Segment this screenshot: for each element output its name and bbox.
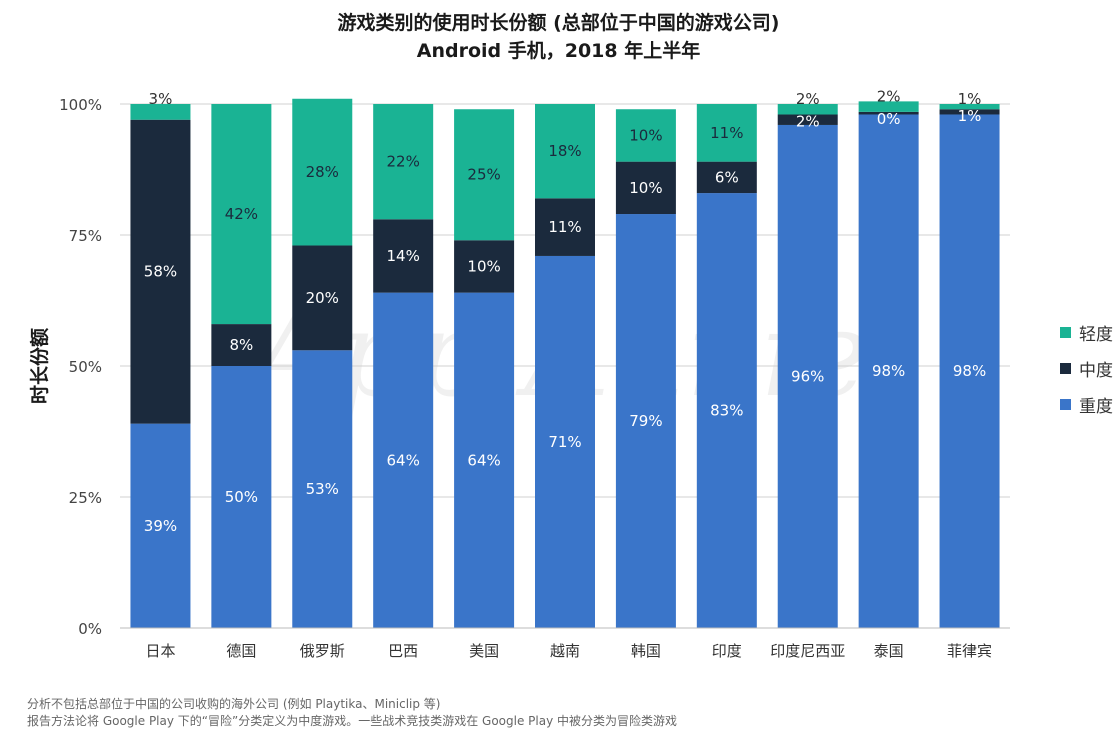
legend-swatch — [1060, 398, 1071, 410]
y-tick-label: 75% — [69, 227, 102, 245]
bar-segment — [373, 219, 434, 293]
bar-segment — [858, 114, 919, 629]
x-tick-label: 印度 — [712, 642, 742, 660]
data-label: 2% — [796, 112, 820, 130]
y-tick-label: 25% — [69, 489, 102, 507]
bar-segment — [939, 104, 1000, 110]
data-label: 50% — [225, 488, 258, 506]
bar-segment — [615, 109, 676, 162]
bar-segment — [777, 114, 838, 125]
chart-subtitle: Android 手机，2018 年上半年 — [416, 40, 701, 62]
data-label: 96% — [791, 367, 824, 385]
x-tick-label: 日本 — [145, 642, 175, 660]
y-axis-title: 时长份额 — [28, 328, 51, 404]
bar-segment — [615, 214, 676, 629]
x-tick-label: 印度尼西亚 — [770, 642, 845, 660]
data-label: 25% — [467, 166, 500, 184]
data-label: 28% — [306, 163, 339, 181]
data-label: 83% — [710, 402, 743, 420]
bar-segment — [696, 161, 757, 194]
data-label: 11% — [548, 218, 581, 236]
footnote-2: 报告方法论将 Google Play 下的“冒险”分类定义为中度游戏。一些战术竞… — [27, 714, 678, 728]
x-tick-label: 泰国 — [874, 642, 904, 660]
y-tick-label: 100% — [59, 96, 102, 114]
x-tick-label: 俄罗斯 — [300, 642, 345, 660]
bar-segment — [615, 161, 676, 215]
bar-segment — [777, 124, 838, 629]
y-tick-label: 50% — [69, 358, 102, 376]
bar-segment — [454, 109, 515, 241]
bar-segment — [292, 245, 353, 351]
data-label: 71% — [548, 433, 581, 451]
bar-segment — [211, 104, 272, 325]
legend-item: 中度 — [1060, 350, 1113, 386]
bar-segment — [373, 292, 434, 628]
bar-segment — [939, 114, 1000, 629]
legend-label: 中度 — [1079, 360, 1113, 381]
bar-segment — [939, 109, 1000, 115]
data-label: 2% — [796, 90, 820, 108]
legend-item: 重度 — [1060, 386, 1113, 422]
bar-segment — [130, 104, 191, 120]
x-tick-label: 韩国 — [631, 642, 661, 660]
x-tick-label: 巴西 — [388, 642, 418, 660]
data-label: 58% — [144, 263, 177, 281]
bar-segment — [777, 104, 838, 115]
data-label: 22% — [387, 153, 420, 171]
bar-segment — [211, 324, 272, 366]
legend-swatch — [1060, 362, 1071, 374]
legend-label: 轻度 — [1079, 324, 1113, 345]
bar-segment — [292, 350, 353, 628]
bar-segment — [454, 292, 515, 628]
data-label: 39% — [144, 517, 177, 535]
data-label: 1% — [958, 107, 982, 125]
bar-segment — [130, 423, 191, 628]
x-tick-label: 越南 — [550, 642, 580, 660]
bar-segment — [535, 198, 595, 256]
bar-segment — [858, 101, 919, 112]
data-label: 64% — [467, 451, 500, 469]
chart-title: 游戏类别的使用时长份额 (总部位于中国的游戏公司) — [337, 12, 780, 34]
data-label: 6% — [715, 168, 739, 186]
bar-segment — [696, 193, 757, 628]
data-label: 42% — [225, 205, 258, 223]
bar-segment — [535, 104, 595, 199]
x-tick-label: 菲律宾 — [947, 642, 992, 660]
data-label: 64% — [387, 451, 420, 469]
data-label: 53% — [306, 480, 339, 498]
data-label: 20% — [306, 289, 339, 307]
bar-segment — [130, 119, 191, 424]
data-label: 98% — [872, 362, 905, 380]
footnote-1: 分析不包括总部位于中国的公司收购的海外公司 (例如 Playtika、Minic… — [27, 697, 441, 711]
bar-segment — [858, 111, 919, 115]
data-label: 11% — [710, 124, 743, 142]
bar-segment — [292, 98, 353, 246]
chart-legend: 轻度 中度 重度 — [1060, 314, 1113, 422]
data-label: 98% — [953, 362, 986, 380]
data-label: 10% — [629, 179, 662, 197]
data-label: 79% — [629, 412, 662, 430]
data-label: 8% — [229, 336, 253, 354]
x-tick-label: 美国 — [469, 642, 499, 660]
data-label: 3% — [149, 90, 173, 108]
legend-item: 轻度 — [1060, 314, 1113, 350]
bar-segment — [696, 104, 757, 162]
legend-label: 重度 — [1079, 396, 1113, 417]
bar-segment — [535, 255, 595, 628]
bar-segment — [454, 240, 515, 293]
data-label: 18% — [548, 142, 581, 160]
data-label: 10% — [629, 126, 662, 144]
data-label: 1% — [958, 90, 982, 108]
y-tick-label: 0% — [78, 620, 102, 638]
bar-segment — [373, 104, 434, 220]
data-label: 2% — [877, 87, 901, 105]
data-label: 10% — [467, 257, 500, 275]
data-label: 0% — [877, 110, 901, 128]
x-tick-label: 德国 — [226, 642, 256, 660]
bar-segment — [211, 366, 272, 628]
legend-swatch — [1060, 326, 1071, 338]
data-label: 14% — [387, 247, 420, 265]
